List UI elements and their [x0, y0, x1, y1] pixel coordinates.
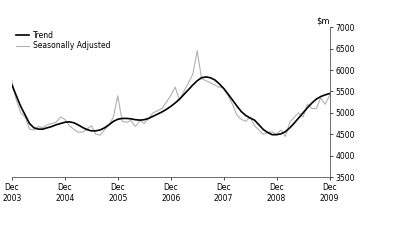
Text: $m: $m — [316, 17, 330, 26]
Legend: Trend, Seasonally Adjusted: Trend, Seasonally Adjusted — [16, 31, 110, 50]
